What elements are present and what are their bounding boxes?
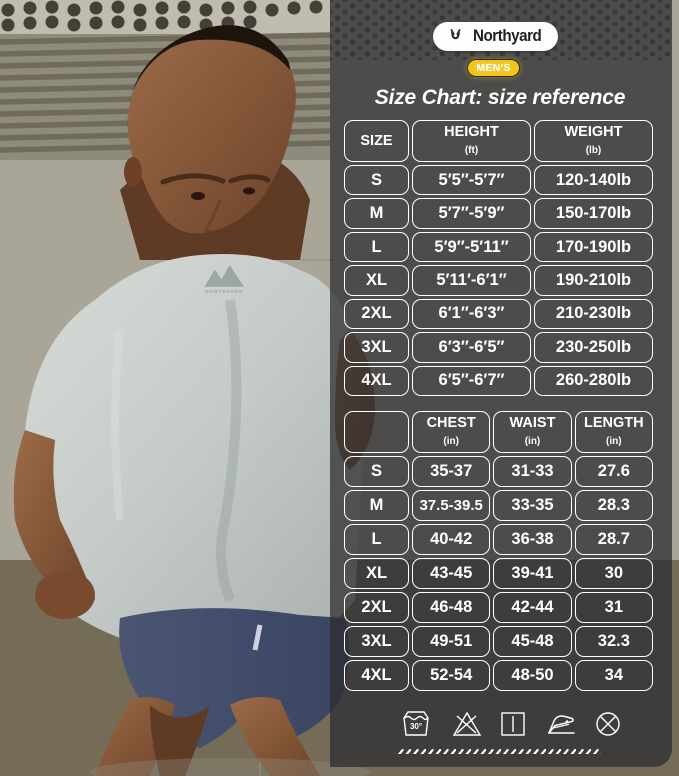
svg-text:30°: 30° [410, 722, 422, 731]
svg-text:NORTHYARD: NORTHYARD [205, 289, 244, 295]
